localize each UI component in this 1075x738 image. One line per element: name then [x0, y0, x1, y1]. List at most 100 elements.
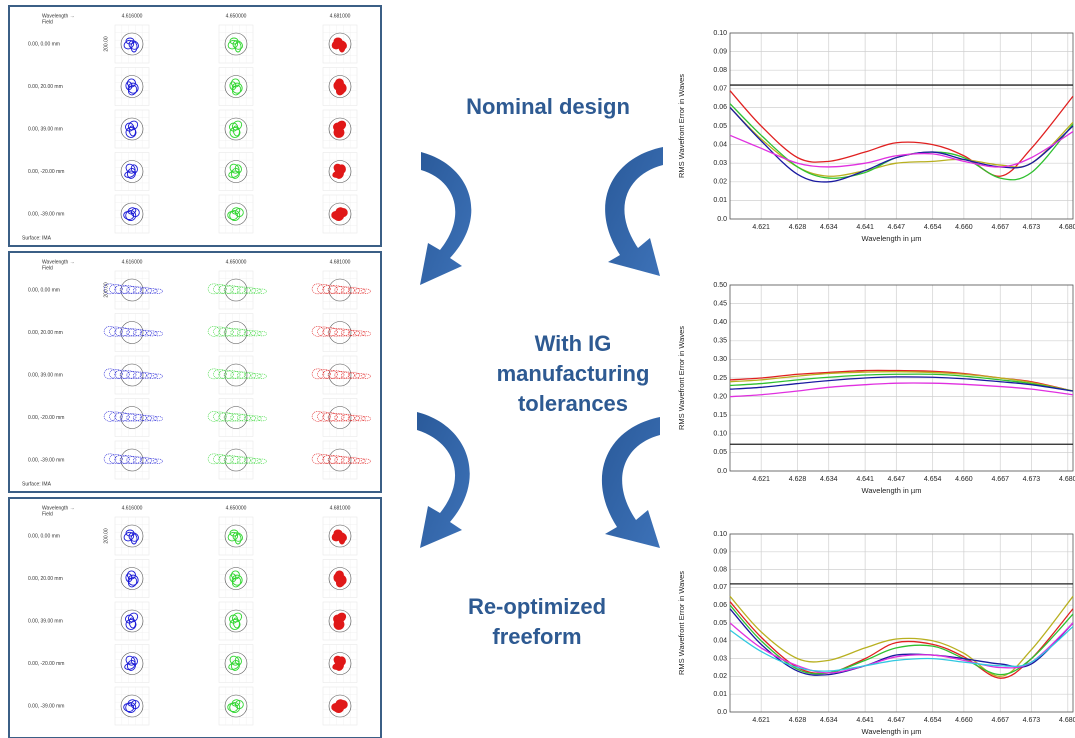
- y-tick-label: 0.50: [713, 282, 727, 289]
- arrow: [602, 417, 660, 548]
- figure: Wavelength →Field4.6160004.6500004.68100…: [0, 0, 1075, 738]
- x-tick-label: 4.628: [789, 224, 807, 231]
- y-tick-label: 0.06: [713, 104, 727, 111]
- x-tick-label: 4.634: [820, 717, 838, 724]
- charts: 0.00.010.020.030.040.050.060.070.080.090…: [677, 30, 1075, 736]
- y-tick-label: 0.45: [713, 300, 727, 307]
- y-tick-label: 0.06: [713, 602, 727, 609]
- y-tick-label: 0.25: [713, 375, 727, 382]
- wavelength-label: 4.650000: [226, 505, 247, 511]
- y-tick-label: 0.0: [717, 468, 727, 475]
- y-tick-label: 0.10: [713, 431, 727, 438]
- field-label: 0.00, 39.00 mm: [28, 618, 63, 624]
- y-tick-label: 0.05: [713, 449, 727, 456]
- y-axis-label: RMS Wavefront Error in Waves: [677, 571, 686, 675]
- field-header: Field: [42, 19, 53, 25]
- page: Wavelength →Field4.6160004.6500004.68100…: [0, 0, 1075, 738]
- x-tick-label: 4.647: [888, 717, 906, 724]
- caption: manufacturing: [497, 361, 650, 386]
- field-label: 0.00, 20.00 mm: [28, 576, 63, 582]
- x-tick-label: 4.621: [752, 717, 770, 724]
- x-tick-label: 4.634: [820, 224, 838, 231]
- x-tick-label: 4.654: [924, 717, 942, 724]
- arrow: [605, 147, 663, 276]
- x-tick-label: 4.673: [1023, 476, 1041, 483]
- wavelength-label: 4.616000: [122, 13, 143, 19]
- field-label: 0.00, -39.00 mm: [28, 457, 64, 463]
- x-tick-label: 4.654: [924, 224, 942, 231]
- x-axis-label: Wavelength in µm: [862, 234, 922, 243]
- y-tick-label: 0.08: [713, 566, 727, 573]
- x-tick-label: 4.621: [752, 224, 770, 231]
- field-label: 0.00, -39.00 mm: [28, 703, 64, 709]
- field-label: 0.00, 39.00 mm: [28, 126, 63, 132]
- x-tick-label: 4.680: [1059, 224, 1075, 231]
- y-tick-label: 0.0: [717, 216, 727, 223]
- y-tick-label: 0.20: [713, 393, 727, 400]
- y-tick-label: 0.30: [713, 356, 727, 363]
- field-label: 0.00, 0.00 mm: [28, 533, 60, 539]
- x-tick-label: 4.667: [991, 717, 1009, 724]
- field-header: Field: [42, 511, 53, 517]
- y-tick-label: 0.01: [713, 691, 727, 698]
- x-axis-label: Wavelength in µm: [862, 727, 922, 736]
- surface-label: Surface: IMA: [22, 235, 52, 241]
- x-tick-label: 4.641: [856, 224, 874, 231]
- scale-label: 200.00: [103, 528, 109, 544]
- y-axis-label: RMS Wavefront Error in Waves: [677, 326, 686, 430]
- caption: Nominal design: [466, 94, 630, 119]
- field-label: 0.00, 20.00 mm: [28, 330, 63, 336]
- y-tick-label: 0.02: [713, 673, 727, 680]
- x-tick-label: 4.654: [924, 476, 942, 483]
- y-tick-label: 0.10: [713, 30, 727, 37]
- y-tick-label: 0.07: [713, 86, 727, 93]
- x-tick-label: 4.673: [1023, 717, 1041, 724]
- field-label: 0.00, -20.00 mm: [28, 661, 64, 667]
- field-label: 0.00, 0.00 mm: [28, 287, 60, 293]
- wavelength-label: 4.681000: [330, 505, 351, 511]
- caption: freeform: [492, 624, 581, 649]
- line-chart: 0.00.010.020.030.040.050.060.070.080.090…: [677, 30, 1075, 243]
- field-label: 0.00, -39.00 mm: [28, 211, 64, 217]
- x-tick-label: 4.680: [1059, 717, 1075, 724]
- x-tick-label: 4.641: [856, 476, 874, 483]
- y-tick-label: 0.02: [713, 179, 727, 186]
- caption: Re-optimized: [468, 594, 606, 619]
- x-tick-label: 4.673: [1023, 224, 1041, 231]
- x-tick-label: 4.667: [991, 224, 1009, 231]
- wavelength-label: 4.616000: [122, 259, 143, 265]
- y-tick-label: 0.03: [713, 655, 727, 662]
- y-axis-label: RMS Wavefront Error in Waves: [677, 74, 686, 178]
- field-label: 0.00, 0.00 mm: [28, 41, 60, 47]
- y-tick-label: 0.03: [713, 160, 727, 167]
- arrow: [417, 412, 470, 548]
- arrow: [420, 152, 471, 285]
- x-tick-label: 4.667: [991, 476, 1009, 483]
- y-tick-label: 0.07: [713, 584, 727, 591]
- wavelength-label: 4.650000: [226, 13, 247, 19]
- y-tick-label: 0.15: [713, 412, 727, 419]
- spot-panel: Wavelength →Field4.6160004.6500004.68100…: [9, 6, 381, 246]
- wavelength-label: 4.650000: [226, 259, 247, 265]
- field-label: 0.00, -20.00 mm: [28, 415, 64, 421]
- x-tick-label: 4.634: [820, 476, 838, 483]
- spot-ray: [339, 42, 345, 52]
- field-header: Field: [42, 265, 53, 271]
- x-axis-label: Wavelength in µm: [862, 486, 922, 495]
- y-tick-label: 0.10: [713, 531, 727, 538]
- field-label: 0.00, 39.00 mm: [28, 372, 63, 378]
- wavelength-label: 4.681000: [330, 13, 351, 19]
- wavelength-label: 4.681000: [330, 259, 351, 265]
- x-tick-label: 4.680: [1059, 476, 1075, 483]
- x-tick-label: 4.628: [789, 476, 807, 483]
- y-tick-label: 0.05: [713, 123, 727, 130]
- y-tick-label: 0.09: [713, 48, 727, 55]
- x-tick-label: 4.660: [955, 224, 973, 231]
- scale-label: 200.00: [103, 36, 109, 52]
- field-label: 0.00, 20.00 mm: [28, 84, 63, 90]
- y-tick-label: 0.35: [713, 338, 727, 345]
- x-tick-label: 4.628: [789, 717, 807, 724]
